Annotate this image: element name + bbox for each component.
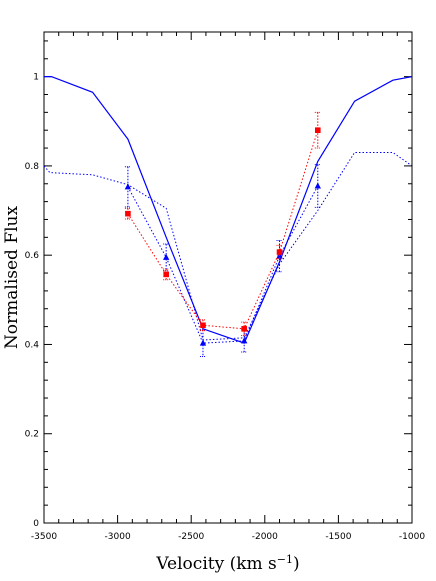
x-axis-title-superscript: −1	[277, 553, 293, 566]
x-axis-title-main: Velocity (km s	[155, 554, 276, 574]
x-tick-label: -1000	[399, 532, 425, 542]
square-marker	[200, 322, 206, 329]
x-tick-label: -3500	[31, 532, 57, 542]
square-marker	[163, 271, 169, 278]
square-marker	[276, 249, 283, 255]
triangle-marker	[240, 337, 248, 344]
y-axis-title: Normalised Flux	[2, 205, 22, 349]
square-marker	[241, 326, 247, 332]
x-tick-label: -3000	[105, 532, 131, 542]
x-tick-label: -2000	[252, 532, 278, 542]
y-tick-label: 0.6	[25, 251, 40, 261]
x-tick-label: -2500	[178, 532, 204, 542]
series-layer	[44, 75, 412, 358]
series-line	[127, 185, 319, 344]
triangle-marker	[124, 183, 132, 190]
series-0	[44, 75, 412, 344]
series-3	[124, 111, 321, 337]
y-tick-label: 1	[33, 73, 39, 83]
axis-ticks: -3500 -3000 -2500 -2000 -1500 -1000 0 0.2 0.4 0.6…	[25, 32, 425, 542]
series-2	[124, 164, 321, 358]
y-tick-label: 0	[33, 519, 39, 529]
series-line	[127, 130, 319, 330]
plot-frame	[43, 31, 413, 524]
y-tick-label: 0.4	[25, 340, 40, 350]
series-line	[44, 152, 412, 341]
square-marker	[125, 210, 131, 217]
x-axis-title: Velocity (km s−1)	[155, 553, 299, 574]
triangle-marker	[162, 253, 170, 260]
series-1	[44, 152, 412, 341]
triangle-marker	[199, 339, 207, 346]
x-tick-label: -1500	[325, 532, 351, 542]
x-axis-title-close: )	[293, 554, 300, 574]
series-line	[44, 75, 412, 344]
y-tick-label: 0.2	[25, 430, 39, 440]
square-marker	[314, 127, 321, 133]
y-tick-label: 0.8	[25, 162, 40, 172]
triangle-marker	[314, 182, 321, 189]
